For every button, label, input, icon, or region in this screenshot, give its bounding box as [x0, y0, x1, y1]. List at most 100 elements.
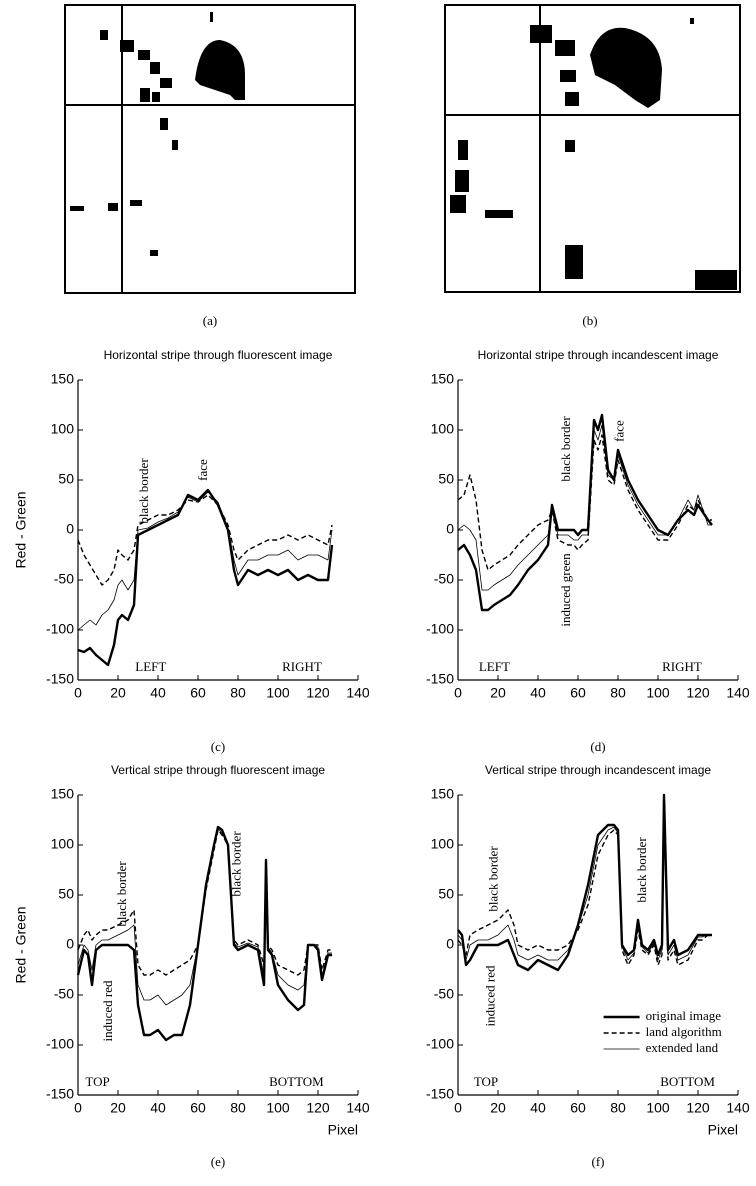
annotation: RIGHT	[282, 659, 322, 674]
x-tick-label: 20	[490, 685, 506, 701]
annotation: induced green	[558, 553, 573, 627]
y-tick-label: -100	[426, 621, 454, 637]
y-tick-label: 100	[51, 421, 75, 437]
x-tick-label: 140	[726, 1100, 750, 1116]
x-axis-label: Pixel	[708, 1122, 738, 1138]
x-tick-label: 0	[74, 685, 82, 701]
x-tick-label: 60	[570, 1100, 586, 1116]
annotation: induced red	[483, 965, 498, 1027]
y-tick-label: 50	[58, 886, 74, 902]
legend-label: land algorithm	[646, 1024, 722, 1039]
y-axis-label: Red - Green	[13, 906, 29, 983]
y-tick-label: 50	[438, 471, 454, 487]
annotation: TOP	[85, 1074, 109, 1089]
x-tick-label: 20	[110, 1100, 126, 1116]
series-line	[458, 415, 712, 610]
annotation: black border	[634, 837, 649, 903]
line-chart: Horizontal stripe through incandescent i…	[426, 348, 750, 754]
annotation: black border	[485, 846, 500, 912]
y-tick-label: -50	[434, 571, 454, 587]
y-tick-label: -150	[46, 1086, 74, 1102]
x-tick-label: 140	[346, 1100, 370, 1116]
figure: (a) (b) Horizontal stripe through fluore…	[0, 0, 756, 1186]
y-tick-label: 100	[431, 836, 455, 852]
annotation: TOP	[474, 1074, 498, 1089]
x-tick-label: 100	[266, 685, 290, 701]
y-tick-label: 100	[431, 421, 455, 437]
binary-image-a	[65, 5, 355, 293]
caption: (d)	[590, 739, 605, 754]
line-chart: Vertical stripe through incandescent ima…	[426, 763, 750, 1169]
y-tick-label: 0	[446, 936, 454, 952]
x-tick-label: 80	[610, 1100, 626, 1116]
legend-label: original image	[646, 1008, 722, 1023]
x-tick-label: 0	[454, 685, 462, 701]
annotation: RIGHT	[662, 659, 702, 674]
chart-title: Vertical stripe through fluorescent imag…	[111, 763, 325, 777]
annotation: black border	[229, 831, 244, 897]
x-tick-label: 80	[230, 1100, 246, 1116]
annotation: black border	[136, 458, 151, 524]
caption: (b)	[582, 313, 597, 328]
x-tick-label: 120	[686, 685, 710, 701]
y-tick-label: 150	[431, 371, 455, 387]
annotation: BOTTOM	[269, 1074, 324, 1089]
x-tick-label: 40	[150, 685, 166, 701]
x-tick-label: 120	[306, 1100, 330, 1116]
annotation: LEFT	[479, 659, 510, 674]
y-tick-label: -100	[46, 621, 74, 637]
x-tick-label: 100	[646, 1100, 670, 1116]
series-line	[78, 490, 332, 665]
y-tick-label: 150	[51, 786, 75, 802]
x-tick-label: 140	[726, 685, 750, 701]
caption: (f)	[592, 1154, 605, 1169]
annotation: face	[611, 420, 626, 442]
x-tick-label: 40	[530, 1100, 546, 1116]
annotation: LEFT	[135, 659, 166, 674]
x-tick-label: 0	[74, 1100, 82, 1116]
x-tick-label: 80	[610, 685, 626, 701]
x-tick-label: 140	[346, 685, 370, 701]
caption: (c)	[211, 739, 225, 754]
series-line	[78, 495, 332, 585]
annotation: black border	[114, 861, 129, 927]
chart-title: Vertical stripe through incandescent ima…	[485, 763, 711, 777]
y-tick-label: -100	[426, 1036, 454, 1052]
series-line	[458, 425, 712, 590]
y-tick-label: -50	[54, 986, 74, 1002]
x-tick-label: 40	[530, 685, 546, 701]
x-tick-label: 40	[150, 1100, 166, 1116]
y-tick-label: -50	[54, 571, 74, 587]
x-tick-label: 100	[266, 1100, 290, 1116]
x-tick-label: 20	[490, 1100, 506, 1116]
y-tick-label: -150	[46, 671, 74, 687]
y-tick-label: 50	[58, 471, 74, 487]
y-tick-label: -150	[426, 671, 454, 687]
y-tick-label: 0	[66, 936, 74, 952]
x-axis-label: Pixel	[328, 1122, 358, 1138]
annotation: induced red	[100, 980, 115, 1042]
y-tick-label: 150	[431, 786, 455, 802]
y-tick-label: -150	[426, 1086, 454, 1102]
caption: (e)	[211, 1154, 225, 1169]
annotation: face	[195, 459, 210, 481]
y-tick-label: -100	[46, 1036, 74, 1052]
x-tick-label: 120	[686, 1100, 710, 1116]
x-tick-label: 60	[570, 685, 586, 701]
y-axis-label: Red - Green	[13, 491, 29, 568]
y-tick-label: 150	[51, 371, 75, 387]
annotation: black border	[558, 416, 573, 482]
y-tick-label: 0	[446, 521, 454, 537]
x-tick-label: 60	[190, 1100, 206, 1116]
series-line	[458, 435, 712, 570]
chart-title: Horizontal stripe through fluorescent im…	[104, 348, 333, 362]
x-tick-label: 0	[454, 1100, 462, 1116]
caption: (a)	[203, 313, 217, 328]
annotation: BOTTOM	[660, 1074, 715, 1089]
x-tick-label: 80	[230, 685, 246, 701]
y-tick-label: 50	[438, 886, 454, 902]
binary-image-b	[445, 5, 740, 292]
y-tick-label: -50	[434, 986, 454, 1002]
series-line	[78, 827, 332, 1040]
line-chart: Vertical stripe through fluorescent imag…	[13, 763, 370, 1169]
